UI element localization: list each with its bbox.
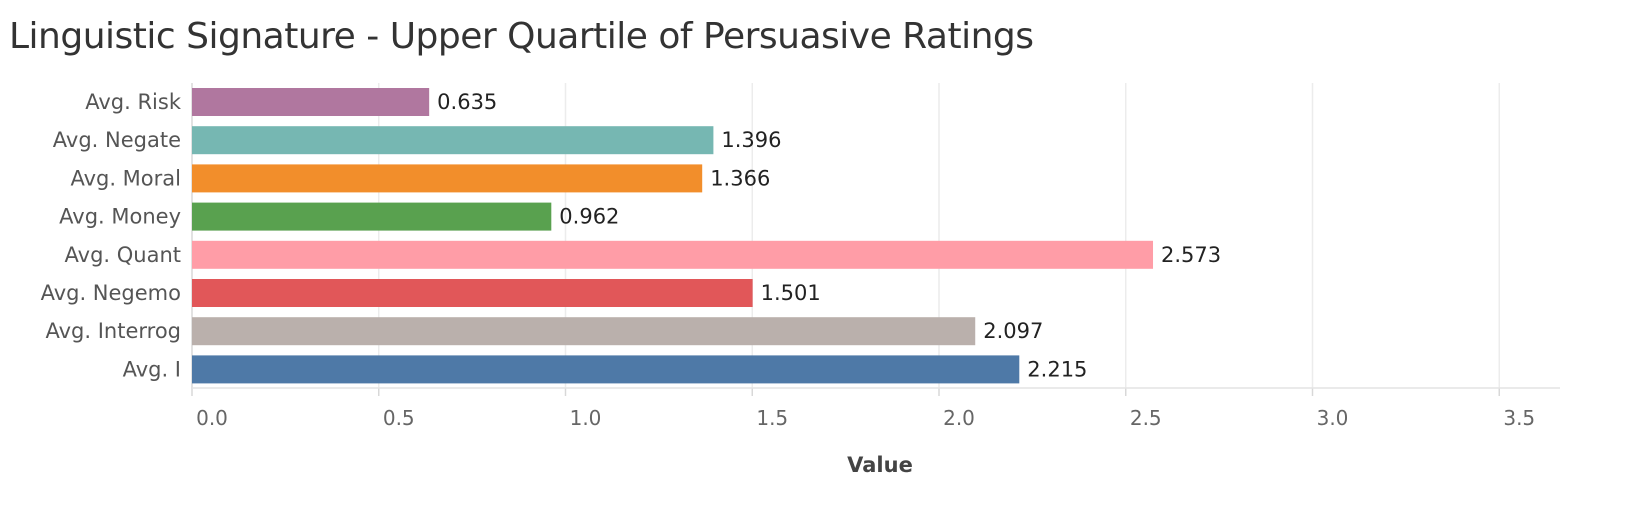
bar (192, 88, 430, 116)
x-tick-label: 1.5 (756, 406, 788, 430)
value-label: 1.501 (761, 281, 821, 305)
x-tick-label: 2.5 (1130, 406, 1162, 430)
x-tick-label: 3.0 (1317, 406, 1349, 430)
category-label: Avg. Quant (65, 243, 182, 267)
value-label: 1.396 (721, 128, 781, 152)
value-label: 1.366 (710, 166, 770, 190)
chart-title: Linguistic Signature - Upper Quartile of… (9, 16, 1034, 57)
category-labels: Avg. Risk Avg. Negate Avg. Moral Avg. Money… (41, 90, 182, 381)
category-label: Avg. Interrog (45, 319, 181, 343)
category-label: Avg. Moral (70, 166, 181, 190)
bar (192, 317, 976, 346)
x-tick-label: 0.5 (383, 406, 415, 430)
category-label: Avg. Negemo (41, 281, 181, 305)
category-label: Avg. I (123, 357, 181, 381)
bar (192, 279, 753, 307)
value-label: 2.097 (983, 319, 1043, 343)
x-tick-label: 0.0 (196, 406, 228, 430)
value-label: 0.635 (437, 90, 497, 114)
x-tick-label: 2.0 (943, 406, 975, 430)
bars (192, 88, 1154, 384)
value-label: 0.962 (559, 205, 619, 229)
category-label: Avg. Money (59, 205, 181, 229)
bar (192, 355, 1020, 384)
value-label: 2.215 (1027, 357, 1087, 381)
x-tick-label: 3.5 (1503, 406, 1535, 430)
value-labels: 0.635 1.396 1.366 0.962 2.573 1.501 2.097 2.215 (437, 90, 1221, 381)
value-label: 2.573 (1161, 243, 1221, 267)
x-axis-ticks: 0.0 0.5 1.0 1.5 2.0 2.5 3.0 3.5 (196, 406, 1535, 430)
bar (192, 164, 703, 193)
x-tick-label: 1.0 (570, 406, 602, 430)
x-axis-title: Value (847, 453, 913, 477)
bar (192, 240, 1154, 269)
bar (192, 126, 714, 155)
category-label: Avg. Risk (85, 90, 182, 114)
category-label: Avg. Negate (53, 128, 181, 152)
bar (192, 202, 552, 231)
